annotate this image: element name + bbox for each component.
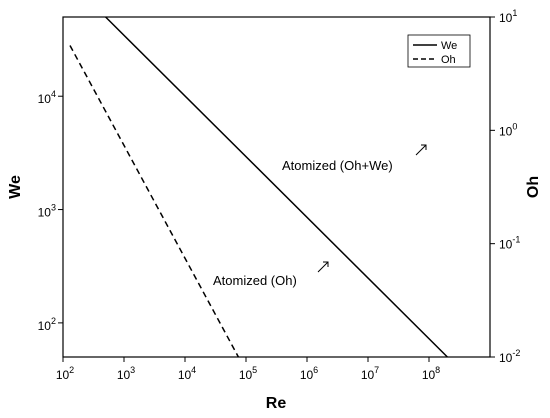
annotation-oh-we-arrowhead-icon (421, 144, 427, 150)
legend-we-label: We (441, 40, 457, 52)
series-layer (69, 16, 448, 358)
x-tick-label: 102 (56, 365, 74, 382)
y2-tick-label: 100 (499, 121, 517, 138)
y2-axis-ticks: 10-2 10-1 100 101 (490, 8, 520, 365)
plot-frame (62, 16, 491, 358)
annotation-oh-we-text: Atomized (Oh+We) (282, 158, 393, 173)
annotation-oh-arrowhead-icon (323, 261, 329, 267)
annotation-oh-we: Atomized (Oh+We) (282, 144, 427, 173)
x-axis-title: Re (266, 395, 287, 412)
y2-tick-label: 10-2 (499, 348, 520, 365)
y-axis-title: We (7, 175, 24, 199)
y2-tick-label: 101 (499, 8, 517, 25)
y2-tick-label: 10-1 (499, 235, 520, 252)
annotation-oh-text: Atomized (Oh) (213, 273, 297, 288)
series-oh-line (69, 45, 240, 358)
series-we-line (105, 16, 448, 358)
y-axis-ticks: 102 103 104 (38, 89, 63, 333)
x-axis-ticks: 102 103 104 105 106 107 108 (56, 357, 440, 382)
x-tick-label: 103 (117, 365, 135, 382)
x-tick-label: 104 (178, 365, 196, 382)
annotation-oh: Atomized (Oh) (213, 261, 329, 288)
y-tick-label: 103 (38, 203, 56, 220)
legend-oh-label: Oh (441, 54, 456, 66)
x-tick-label: 105 (239, 365, 257, 382)
annotation-oh-arrow-icon (317, 261, 329, 273)
legend-box (407, 34, 471, 68)
y2-axis-title: Oh (525, 176, 542, 198)
x-tick-label: 108 (422, 365, 440, 382)
y-tick-label: 104 (38, 89, 56, 106)
legend: We Oh (407, 34, 471, 68)
x-tick-label: 106 (300, 365, 318, 382)
y-tick-label: 102 (38, 316, 56, 333)
x-tick-label: 107 (361, 365, 379, 382)
annotation-oh-we-arrow-icon (415, 144, 427, 156)
